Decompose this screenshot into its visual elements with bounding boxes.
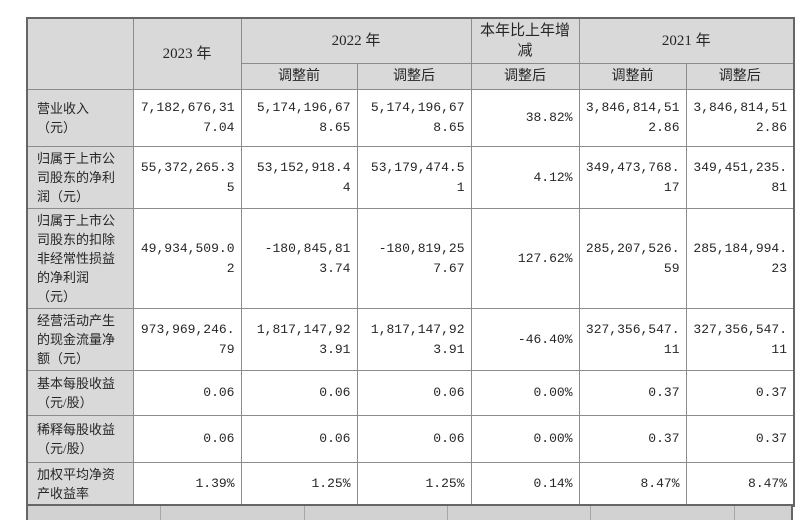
cell-value: 5,174,196,678.65	[240, 89, 358, 147]
cell-value: 0.06	[132, 370, 242, 416]
table-row-operating-cash-flow: 经营活动产生的现金流量净额（元） 973,969,246.79 1,817,14…	[26, 308, 795, 371]
table-row-basic-eps: 基本每股收益（元/股） 0.06 0.06 0.06 0.00% 0.37 0.…	[26, 370, 795, 416]
cell-value: 4.12%	[470, 146, 580, 209]
cell-value: 127.62%	[470, 208, 580, 309]
cell-value: 0.06	[240, 370, 358, 416]
cell-value: 0.37	[685, 370, 795, 416]
table-row-diluted-eps: 稀释每股收益（元/股） 0.06 0.06 0.06 0.00% 0.37 0.…	[26, 415, 795, 463]
cell-value: 8.47%	[578, 462, 687, 507]
next-table-divider	[447, 506, 448, 520]
header-2021: 2021 年	[578, 17, 795, 64]
row-label: 经营活动产生的现金流量净额（元）	[26, 308, 134, 371]
financial-summary-table: 2023 年 2022 年 本年比上年增减 2021 年 调整前 调整后 调整后…	[26, 17, 796, 507]
subheader-2021-after: 调整后	[685, 63, 795, 90]
next-table-divider	[590, 506, 591, 520]
cell-value: 0.00%	[470, 370, 580, 416]
cell-value: 973,969,246.79	[132, 308, 242, 371]
cell-value: -180,845,813.74	[240, 208, 358, 309]
cell-value: 349,451,235.81	[685, 146, 795, 209]
row-label: 稀释每股收益（元/股）	[26, 415, 134, 463]
cell-value: -180,819,257.67	[356, 208, 472, 309]
cell-value: 1.25%	[356, 462, 472, 507]
table-row-weighted-avg-roe: 加权平均净资产收益率 1.39% 1.25% 1.25% 0.14% 8.47%…	[26, 462, 795, 507]
cell-value: 0.37	[578, 370, 687, 416]
corner-cell	[26, 17, 134, 90]
cell-value: 1,817,147,923.91	[356, 308, 472, 371]
cell-value: 0.37	[578, 415, 687, 463]
next-table-partial	[26, 504, 793, 520]
cell-value: 0.06	[132, 415, 242, 463]
header-2023: 2023 年	[132, 17, 242, 90]
cell-value: 7,182,676,317.04	[132, 89, 242, 147]
cell-value: 327,356,547.11	[685, 308, 795, 371]
row-label: 归属于上市公司股东的净利润（元）	[26, 146, 134, 209]
table-row-net-profit-deducted: 归属于上市公司股东的扣除非经常性损益的净利润（元） 49,934,509.02 …	[26, 208, 795, 309]
cell-value: 0.37	[685, 415, 795, 463]
next-table-divider	[160, 506, 161, 520]
cell-value: 1,817,147,923.91	[240, 308, 358, 371]
header-change: 本年比上年增减	[470, 17, 580, 64]
cell-value: 327,356,547.11	[578, 308, 687, 371]
table-row-net-profit: 归属于上市公司股东的净利润（元） 55,372,265.35 53,152,91…	[26, 146, 795, 209]
cell-value: 349,473,768.17	[578, 146, 687, 209]
row-label: 加权平均净资产收益率	[26, 462, 134, 507]
cell-value: 0.06	[240, 415, 358, 463]
cell-value: 0.00%	[470, 415, 580, 463]
row-label: 归属于上市公司股东的扣除非经常性损益的净利润（元）	[26, 208, 134, 309]
next-table-divider	[304, 506, 305, 520]
cell-value: 285,207,526.59	[578, 208, 687, 309]
cell-value: 53,179,474.51	[356, 146, 472, 209]
cell-value: 55,372,265.35	[132, 146, 242, 209]
header-row-years: 2023 年 2022 年 本年比上年增减 2021 年	[26, 17, 795, 90]
subheader-2022-before: 调整前	[240, 63, 358, 90]
cell-value: -46.40%	[470, 308, 580, 371]
cell-value: 1.39%	[132, 462, 242, 507]
table-row-revenue: 营业收入（元） 7,182,676,317.04 5,174,196,678.6…	[26, 89, 795, 147]
cell-value: 38.82%	[470, 89, 580, 147]
header-row-adjust: 调整前 调整后 调整后 调整前 调整后	[27, 63, 795, 90]
next-table-divider	[734, 506, 735, 520]
cell-value: 0.06	[356, 415, 472, 463]
row-label: 营业收入（元）	[26, 89, 134, 147]
cell-value: 8.47%	[685, 462, 795, 507]
subheader-2022-after: 调整后	[356, 63, 472, 90]
cell-value: 1.25%	[240, 462, 358, 507]
cell-value: 3,846,814,512.86	[685, 89, 795, 147]
header-2022: 2022 年	[240, 17, 472, 64]
cell-value: 5,174,196,678.65	[356, 89, 472, 147]
subheader-2021-before: 调整前	[578, 63, 687, 90]
cell-value: 285,184,994.23	[685, 208, 795, 309]
cell-value: 3,846,814,512.86	[578, 89, 687, 147]
cell-value: 49,934,509.02	[132, 208, 242, 309]
subheader-change-after: 调整后	[470, 63, 580, 90]
cell-value: 0.06	[356, 370, 472, 416]
cell-value: 0.14%	[470, 462, 580, 507]
cell-value: 53,152,918.44	[240, 146, 358, 209]
row-label: 基本每股收益（元/股）	[26, 370, 134, 416]
